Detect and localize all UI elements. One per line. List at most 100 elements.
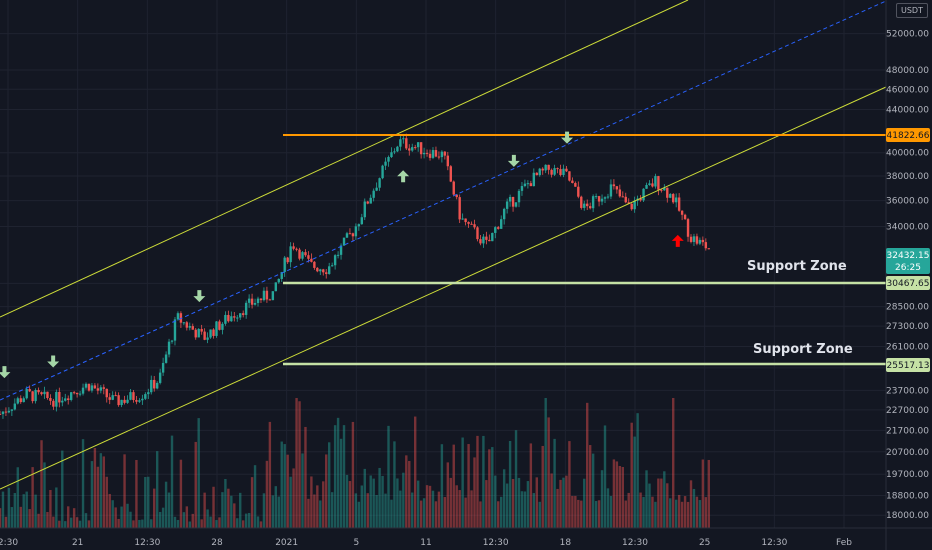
volume-bar xyxy=(114,507,117,528)
time-tick-label: 18 xyxy=(560,538,572,548)
time-tick-label: 12:30 xyxy=(483,538,509,548)
volume-bar xyxy=(319,500,322,528)
currency-unit-label[interactable]: USDT xyxy=(896,3,928,18)
candle-body xyxy=(132,392,135,401)
candle-body xyxy=(40,392,43,395)
volume-bar xyxy=(221,492,224,528)
volume-bar xyxy=(621,467,624,528)
candle-body xyxy=(330,265,334,267)
volume-bar xyxy=(19,506,22,528)
candle-body xyxy=(669,194,672,198)
arrow-down-icon xyxy=(47,355,60,368)
candle-body xyxy=(307,255,310,259)
volume-bar xyxy=(72,508,76,528)
channel-midline[interactable] xyxy=(0,0,887,401)
channel-lower-line[interactable] xyxy=(0,86,887,490)
candle-body xyxy=(523,183,527,187)
candle-body xyxy=(141,398,144,401)
candle-body xyxy=(236,317,239,319)
candle-body xyxy=(541,168,544,171)
channel-upper-line[interactable] xyxy=(0,0,689,318)
volume-bar xyxy=(191,513,194,528)
volume-bar xyxy=(253,465,257,528)
volume-bar xyxy=(78,520,82,528)
volume-bar xyxy=(179,459,183,528)
candle-body xyxy=(399,139,402,147)
candle-body xyxy=(185,322,189,328)
candle-body xyxy=(701,239,705,243)
candle-body xyxy=(253,302,257,305)
candle-body xyxy=(218,321,221,330)
volume-bar xyxy=(461,437,464,528)
candle-body xyxy=(144,394,147,399)
volume-bar xyxy=(167,492,171,528)
candle-body xyxy=(123,399,126,403)
volume-bar xyxy=(120,506,123,528)
candle-body xyxy=(615,186,619,190)
volume-bar xyxy=(176,519,180,528)
volume-bar xyxy=(239,492,242,528)
volume-bar xyxy=(155,451,159,528)
volume-bar xyxy=(473,457,476,528)
volume-bar xyxy=(372,478,375,528)
candle-body xyxy=(224,314,227,324)
candle-body xyxy=(654,176,657,187)
candle-body xyxy=(597,196,601,202)
candle-body xyxy=(698,239,702,244)
volume-bar xyxy=(7,487,11,528)
volume-bar xyxy=(170,435,174,528)
candle-body xyxy=(61,400,64,403)
candle-body xyxy=(227,314,230,322)
time-tick-label: 12:30 xyxy=(622,538,648,548)
volume-bar xyxy=(158,511,162,528)
candle-body xyxy=(621,196,624,198)
candle-body xyxy=(230,316,233,322)
candle-body xyxy=(357,224,361,227)
volume-bar xyxy=(574,495,577,528)
candle-body xyxy=(612,184,616,187)
volume-bar xyxy=(215,520,218,528)
candle-body xyxy=(624,196,627,203)
volume-bar xyxy=(4,516,8,528)
candle-body xyxy=(538,168,541,176)
candle-body xyxy=(31,391,34,402)
volume-bar xyxy=(393,441,396,528)
candle-body xyxy=(265,290,269,300)
candle-body xyxy=(298,249,301,259)
candle-body xyxy=(37,389,40,393)
volume-bar xyxy=(399,490,402,528)
arrow-down-icon xyxy=(0,366,11,379)
volume-bar xyxy=(43,462,46,528)
candle-body xyxy=(511,196,515,207)
price-axis[interactable]: 52000.00 48000.00 46000.00 44000.00 40000.00… xyxy=(886,0,932,550)
countdown-text: 26:25 xyxy=(895,263,921,273)
candle-body xyxy=(633,200,636,210)
volume-bar xyxy=(707,459,710,528)
candle-body xyxy=(262,290,266,301)
candle-body xyxy=(526,183,530,185)
candle-body xyxy=(446,155,450,167)
candle-body xyxy=(283,257,286,273)
candle-body xyxy=(586,203,589,207)
candle-body xyxy=(215,321,218,336)
volume-bar xyxy=(286,454,289,528)
candle-body xyxy=(295,248,298,250)
volume-bar xyxy=(322,481,325,528)
volume-bar xyxy=(369,475,372,528)
time-tick-label: 21 xyxy=(72,538,83,548)
volume-bar xyxy=(375,495,378,528)
volume-bar xyxy=(301,453,304,528)
volume-bar xyxy=(654,501,657,528)
volume-bar xyxy=(535,477,538,528)
volume-bar xyxy=(586,402,589,528)
volume-bar xyxy=(164,481,168,528)
price-tick-label: 19700.00 xyxy=(886,470,929,480)
candle-body xyxy=(75,392,79,395)
time-tick-label: 5 xyxy=(353,538,359,548)
volume-bar xyxy=(577,499,580,528)
candle-body xyxy=(666,187,669,198)
price-tick-label: 23700.00 xyxy=(886,386,929,396)
volume-bar xyxy=(704,497,708,528)
